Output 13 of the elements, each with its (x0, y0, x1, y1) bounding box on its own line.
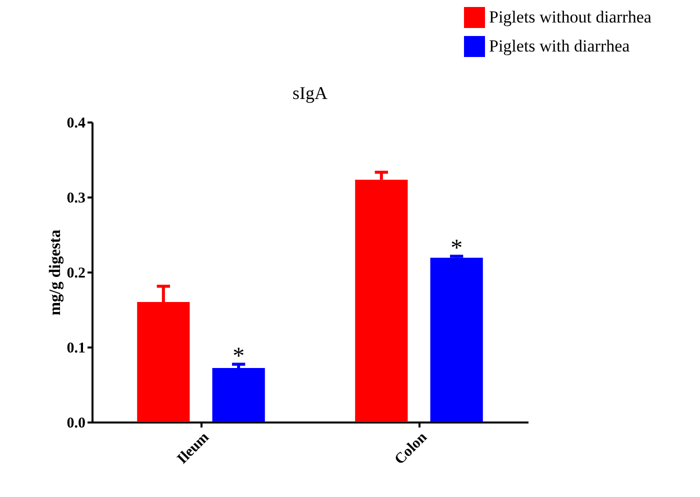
bar (212, 368, 265, 422)
chart-title: sIgA (292, 83, 328, 103)
bar (430, 258, 483, 422)
y-tick-label: 0.4 (66, 116, 86, 132)
legend-label: Piglets without diarrhea (489, 8, 652, 26)
annotation: * (232, 343, 245, 370)
y-tick-label: 0.0 (66, 416, 86, 432)
y-tick-label: 0.3 (66, 190, 86, 206)
y-tick-label: 0.1 (66, 340, 86, 356)
y-axis-title: mg/g digesta (46, 230, 64, 316)
legend-label: Piglets with diarrhea (489, 36, 630, 56)
annotation: * (450, 235, 463, 262)
y-tick-label: 0.2 (66, 266, 86, 282)
